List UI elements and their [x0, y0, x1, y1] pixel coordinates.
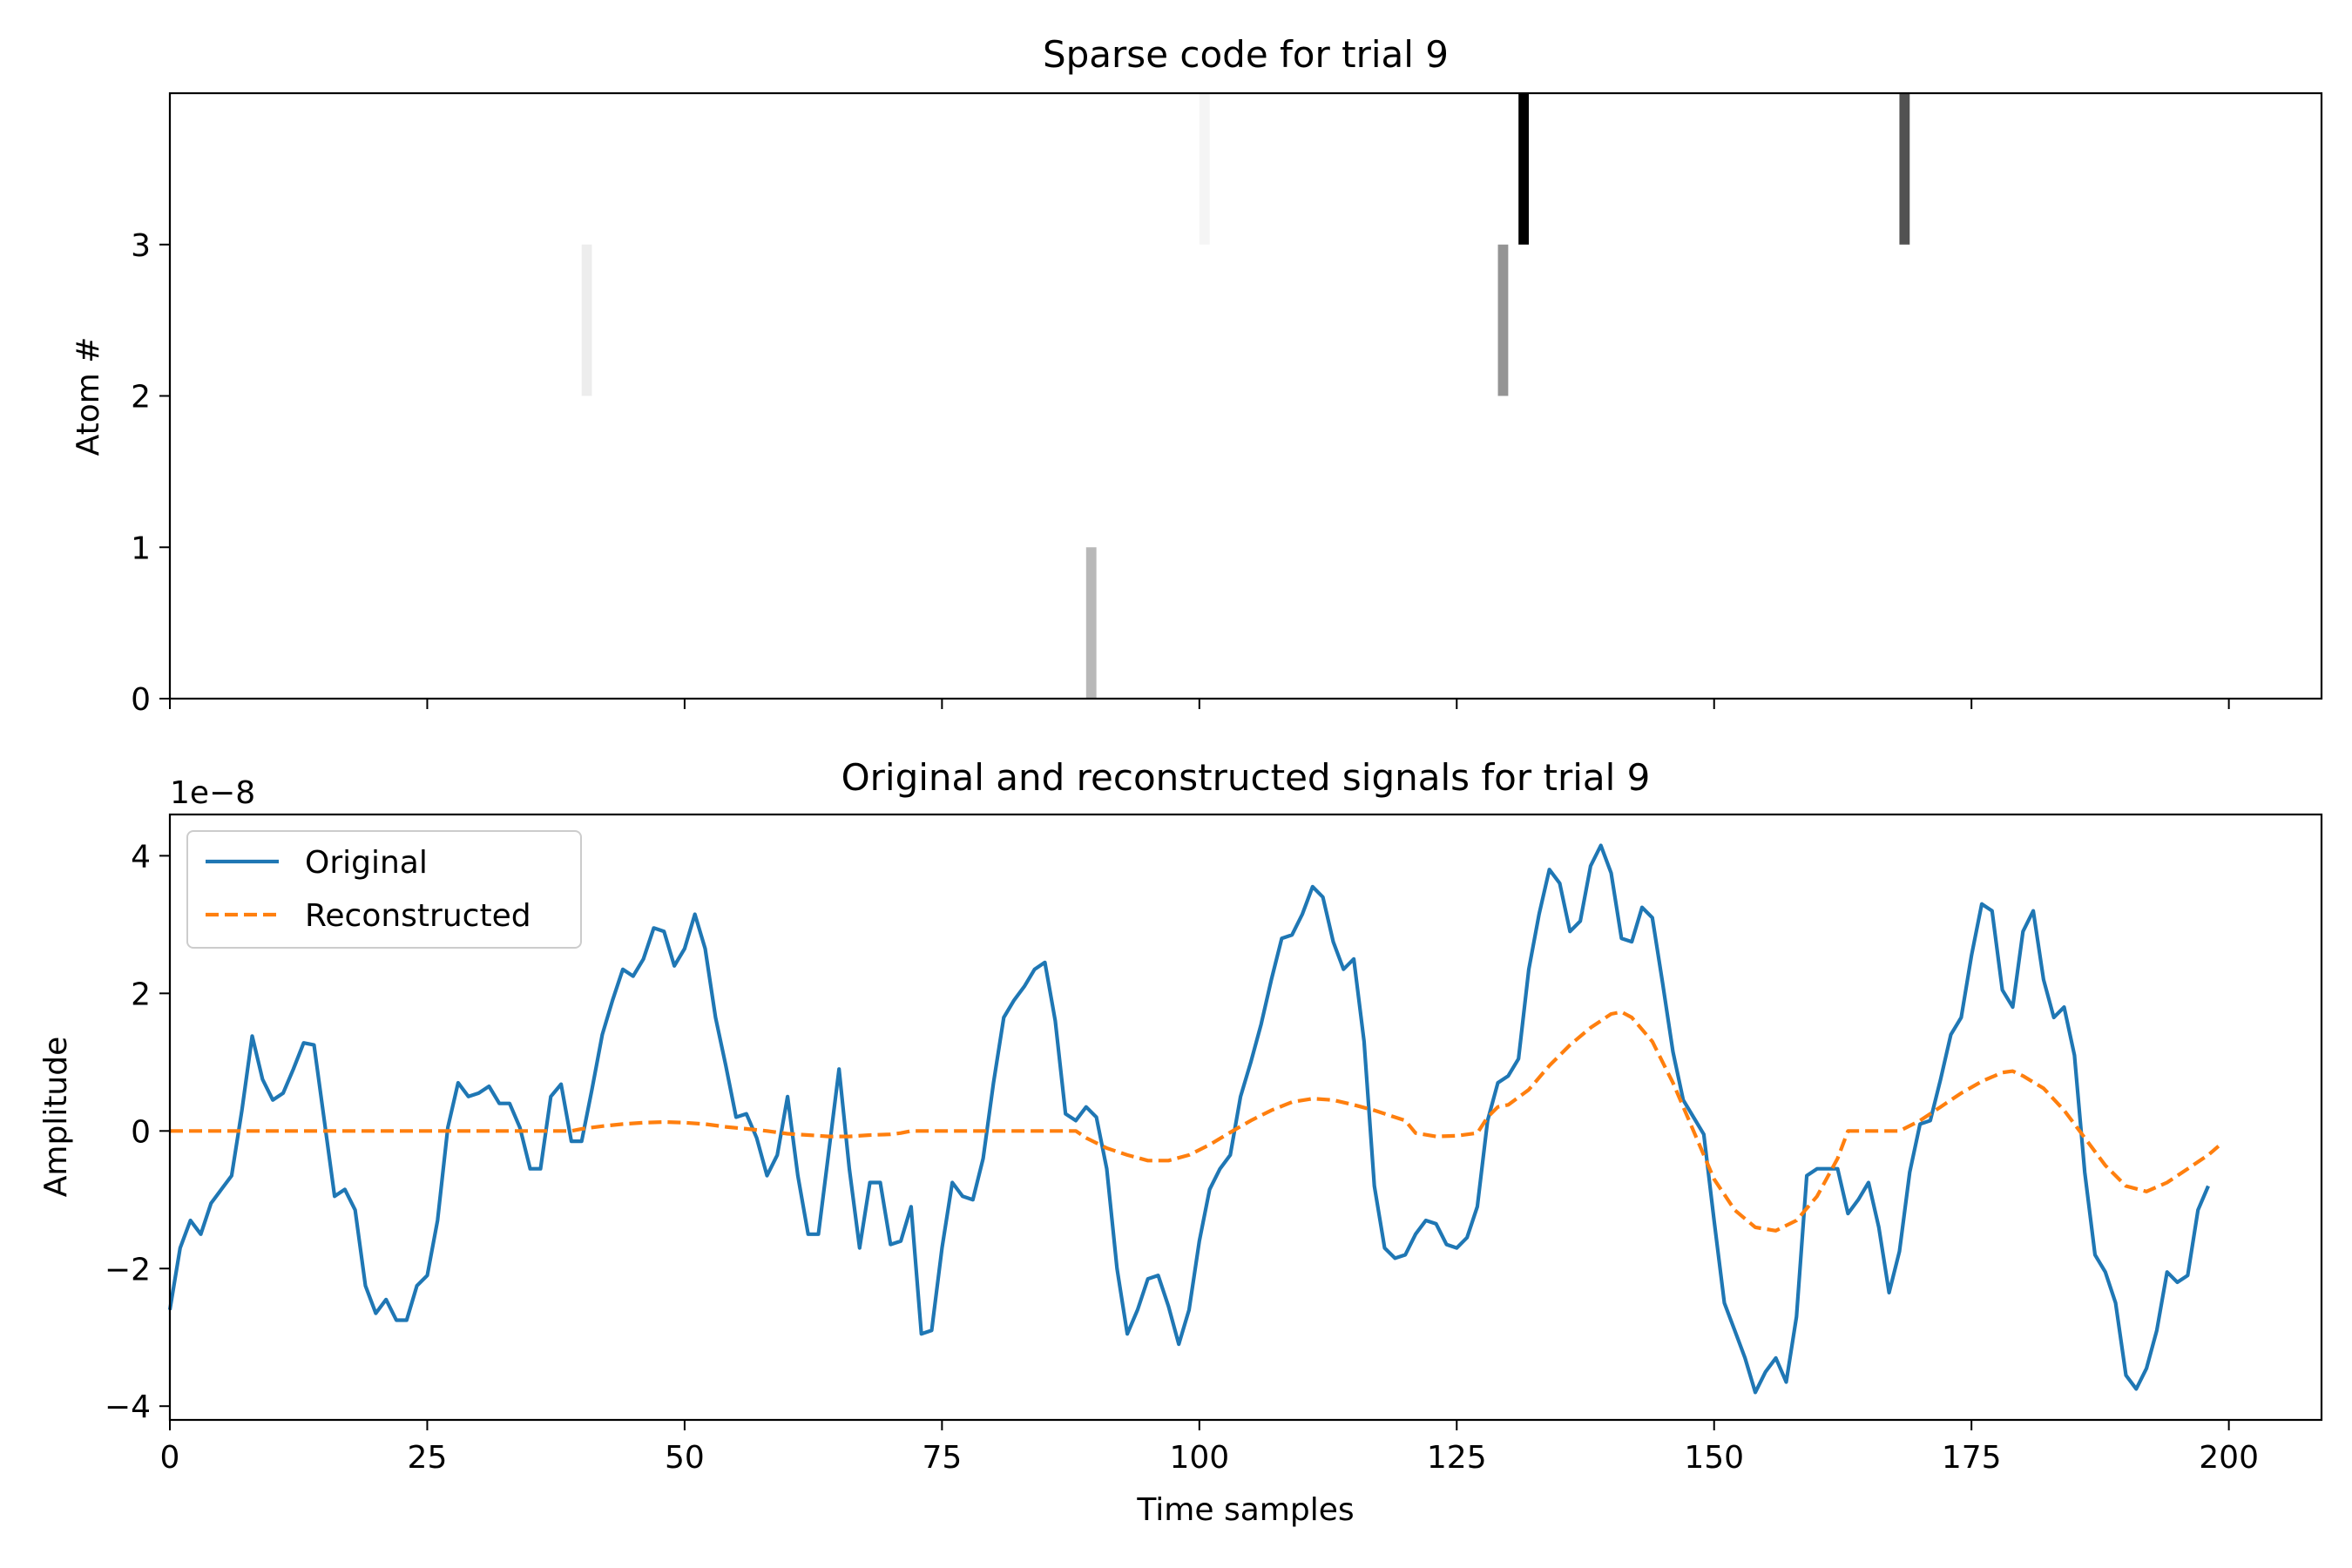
legend-frame	[186, 830, 582, 949]
sparse-code-panel: Sparse code for trial 9 0 1 2 3 Atom #	[71, 33, 2323, 718]
signals-x-tick-label: 150	[1684, 1440, 1744, 1476]
signals-x-tick-label: 75	[922, 1440, 962, 1476]
legend-original-label: Original	[305, 845, 428, 881]
sparse-code-title: Sparse code for trial 9	[1043, 33, 1449, 76]
sparse-code-y-tick-label: 0	[131, 682, 151, 718]
signals-x-label: Time samples	[1136, 1492, 1354, 1528]
signals-x-tick-label: 100	[1169, 1440, 1229, 1476]
signals-y-ticks: −4 −2 0 2 4	[105, 839, 170, 1425]
signals-lines	[167, 843, 2220, 1395]
signals-x-tick-label: 200	[2199, 1440, 2259, 1476]
activation-atom3-t100	[1199, 93, 1210, 245]
signals-x-tick-label: 25	[408, 1440, 448, 1476]
sparse-code-activations	[581, 93, 1910, 699]
signals-y-tick-label: −2	[105, 1252, 151, 1288]
signals-x-tick-label: 175	[1942, 1440, 2002, 1476]
sparse-code-y-label: Atom #	[71, 337, 106, 456]
signals-frame	[168, 813, 2323, 1422]
signals-y-label: Amplitude	[38, 1037, 74, 1197]
activation-atom3-t131	[1518, 93, 1529, 245]
sparse-code-y-ticks: 0 1 2 3	[131, 228, 170, 718]
signals-legend: Original Reconstructed	[186, 830, 582, 949]
signals-y-tick-label: 4	[131, 839, 151, 875]
signals-y-tick-label: −4	[105, 1389, 151, 1425]
activation-atom2-t129	[1497, 244, 1509, 396]
activation-atom0-t89	[1085, 547, 1097, 699]
sparse-code-x-ticks	[169, 699, 2230, 709]
sparse-code-y-tick-label: 3	[131, 228, 151, 264]
activation-atom2-t40	[581, 244, 592, 396]
sparse-code-y-tick-label: 1	[131, 531, 151, 566]
signals-offset-text: 1e−8	[170, 775, 255, 811]
signals-x-tick-label: 0	[160, 1440, 180, 1476]
activation-atom3-t168	[1899, 93, 1910, 245]
signals-y-tick-label: 0	[131, 1114, 151, 1150]
signals-y-tick-label: 2	[131, 977, 151, 1012]
signals-title: Original and reconstructed signals for t…	[841, 756, 1651, 799]
sparse-code-y-tick-label: 2	[131, 380, 151, 416]
series-line-reconstructed	[170, 1010, 2220, 1233]
signals-panel: Original and reconstructed signals for t…	[38, 756, 2323, 1528]
legend-reconstructed-label: Reconstructed	[305, 898, 531, 934]
signals-x-tick-label: 50	[665, 1440, 705, 1476]
signals-x-ticks: 0 25 50 75 100 125 150 175 200	[160, 1420, 2259, 1476]
series-line-original	[167, 843, 2210, 1395]
signals-x-tick-label: 125	[1427, 1440, 1487, 1476]
